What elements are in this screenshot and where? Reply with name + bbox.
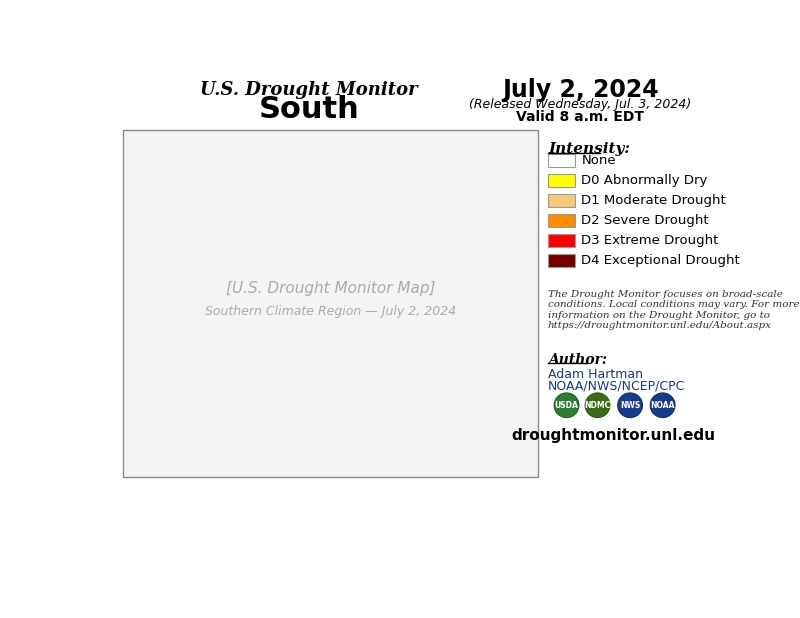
Circle shape [585,393,610,418]
Text: Southern Climate Region — July 2, 2024: Southern Climate Region — July 2, 2024 [205,305,456,318]
Text: NOAA/NWS/NCEP/CPC: NOAA/NWS/NCEP/CPC [548,380,686,393]
Text: NWS: NWS [620,400,640,410]
Text: D2 Severe Drought: D2 Severe Drought [582,214,709,227]
Bar [548,234,575,247]
Text: NOAA: NOAA [650,400,675,410]
Text: (Released Wednesday, Jul. 3, 2024): (Released Wednesday, Jul. 3, 2024) [470,98,692,111]
Text: D3 Extreme Drought: D3 Extreme Drought [582,234,718,247]
Text: Valid 8 a.m. EDT: Valid 8 a.m. EDT [517,109,645,124]
Text: Intensity:: Intensity: [548,142,630,156]
Circle shape [618,393,642,418]
Text: D4 Exceptional Drought: D4 Exceptional Drought [582,254,740,267]
Text: The Drought Monitor focuses on broad-scale
conditions. Local conditions may vary: The Drought Monitor focuses on broad-sca… [548,290,799,330]
Bar [548,174,575,187]
Circle shape [554,393,579,418]
Text: None: None [582,154,616,167]
Bar [548,154,575,167]
Bar [548,255,575,266]
Bar [548,214,575,227]
Text: July 2, 2024: July 2, 2024 [502,78,659,103]
Text: D1 Moderate Drought: D1 Moderate Drought [582,194,726,207]
Text: U.S. Drought Monitor: U.S. Drought Monitor [201,82,418,99]
Text: NDMC: NDMC [585,400,610,410]
Bar [548,194,575,206]
Text: Author:: Author: [548,353,607,367]
Text: South: South [259,95,360,124]
Circle shape [650,393,675,418]
FancyBboxPatch shape [123,130,538,477]
Text: droughtmonitor.unl.edu: droughtmonitor.unl.edu [512,428,716,443]
Text: D0 Abnormally Dry: D0 Abnormally Dry [582,174,708,187]
Text: USDA: USDA [554,400,578,410]
Text: Adam Hartman: Adam Hartman [548,368,643,381]
Text: [U.S. Drought Monitor Map]: [U.S. Drought Monitor Map] [226,281,435,296]
